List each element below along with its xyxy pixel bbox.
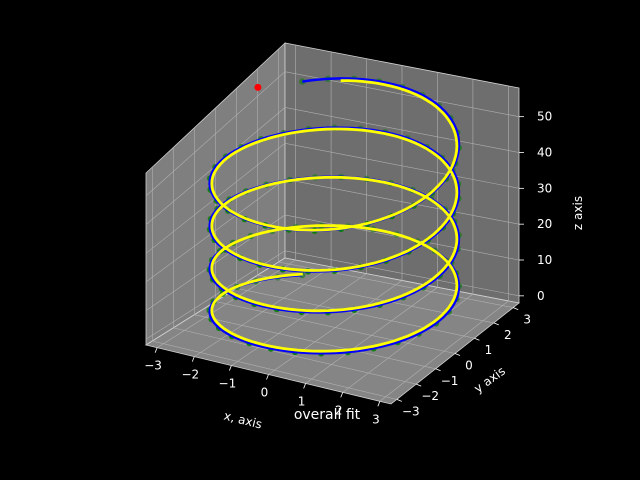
z-gridline [145, 250, 520, 340]
x-tick-label: 0 [261, 386, 269, 400]
y-tick-label: −3 [402, 404, 420, 418]
red-point [254, 83, 262, 91]
z-tick-label: 20 [537, 217, 552, 231]
y-axis-label: y axis [471, 364, 508, 396]
y-tick-mark [416, 383, 422, 387]
z-tick-label: 0 [537, 289, 545, 303]
y-gridline [173, 147, 417, 385]
y-tick-mark [454, 353, 461, 356]
x-tick-mark [340, 392, 344, 398]
y-tick-label: 1 [485, 343, 493, 357]
yellow-helix-line [210, 79, 459, 353]
x-tick-mark [191, 356, 195, 362]
x-tick-label: 3 [372, 412, 380, 426]
z-gridline [145, 214, 520, 311]
y-gridline [257, 68, 494, 324]
chart-title: overall fit [294, 407, 361, 423]
z-tick-label: 40 [537, 146, 552, 160]
y-tick-label: 3 [523, 313, 531, 327]
x-gridline [379, 86, 509, 402]
x-gridline [194, 51, 332, 357]
x-tick-label: 1 [298, 394, 306, 408]
z-gridline [145, 107, 520, 225]
y-tick-mark [396, 399, 402, 402]
x-gridline [156, 45, 296, 348]
z-tick-label: 30 [537, 181, 552, 195]
z-tick-label: 10 [537, 253, 552, 267]
y-tick-label: 0 [465, 359, 473, 373]
x-tick-mark [154, 347, 158, 353]
y-gridline [278, 48, 514, 308]
z-gridline [145, 71, 520, 197]
y-gridline [152, 167, 397, 400]
scatter-point [299, 78, 306, 85]
x-tick-label: −1 [219, 377, 237, 391]
y-tick-label: 2 [504, 328, 512, 342]
x-tick-label: −2 [181, 368, 199, 382]
z-axis-label: z axis [571, 196, 585, 230]
x-tick-mark [229, 365, 232, 371]
x-tick-mark [303, 383, 306, 389]
x-tick-mark [266, 374, 269, 380]
y-tick-label: −1 [441, 374, 459, 388]
x-tick-label: 2 [335, 403, 343, 417]
y-tick-label: −2 [421, 389, 439, 403]
y-tick-mark [493, 322, 499, 326]
y-tick-mark [435, 368, 441, 372]
z-gridline [145, 142, 520, 254]
y-tick-mark [513, 307, 519, 310]
x-tick-mark [377, 401, 381, 407]
x-axis-label: x, axis [222, 409, 263, 432]
y-tick-mark [474, 337, 480, 341]
x-gridline [342, 79, 474, 393]
z-tick-label: 50 [537, 110, 552, 124]
x-tick-label: −3 [144, 359, 162, 373]
